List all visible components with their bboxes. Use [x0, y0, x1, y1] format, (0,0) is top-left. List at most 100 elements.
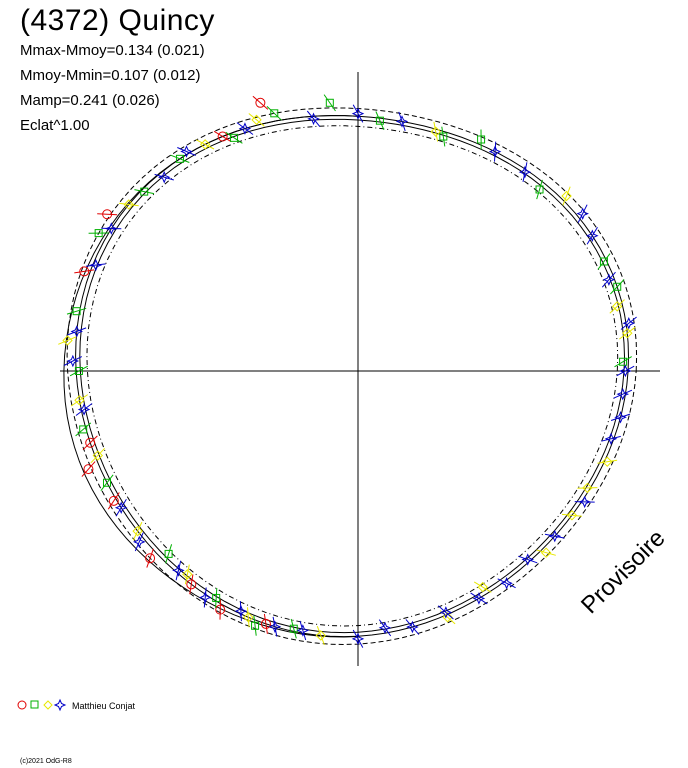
chart-title: (4372) Quincy — [20, 4, 215, 37]
star-point — [576, 204, 589, 223]
square-point — [535, 179, 544, 200]
diamond-point — [561, 510, 582, 521]
star-point — [268, 616, 282, 637]
circle-point — [186, 574, 197, 595]
star-point — [67, 325, 87, 338]
legend-symbols — [17, 698, 67, 712]
star-point — [620, 316, 637, 330]
legend-star-symbol — [53, 698, 67, 712]
star-point — [544, 529, 565, 543]
star-point — [351, 104, 365, 123]
star-point — [488, 141, 502, 162]
star-point — [470, 592, 488, 605]
star-point — [518, 162, 532, 182]
star-point — [613, 387, 633, 401]
star-point — [85, 258, 106, 272]
circle-point — [81, 461, 96, 477]
square-point — [323, 94, 336, 112]
diamond-point — [430, 121, 441, 142]
square-point — [439, 126, 448, 147]
circle-point — [213, 130, 232, 143]
diamond-point — [315, 626, 327, 646]
diamond-point — [58, 335, 77, 346]
square-point — [88, 229, 109, 238]
circle-point — [74, 266, 95, 277]
circle-point — [82, 435, 98, 451]
legend-diamond-symbol — [43, 700, 53, 710]
star-point — [610, 411, 631, 424]
star-point — [601, 271, 616, 288]
square-point — [251, 615, 260, 636]
square-point — [614, 356, 632, 368]
stat-mmax-mmoy: Mmax-Mmoy=0.134 (0.021) — [20, 42, 205, 59]
data-marks — [58, 94, 637, 648]
star-point — [154, 170, 174, 184]
star-point — [133, 532, 146, 552]
circle-point — [145, 548, 156, 568]
stat-mmoy-mmin: Mmoy-Mmin=0.107 (0.012) — [20, 67, 201, 84]
star-point — [234, 601, 248, 622]
star-point — [296, 620, 310, 641]
mean-curve — [75, 115, 630, 638]
diamond-point — [243, 607, 254, 628]
square-point — [134, 187, 155, 196]
diamond-point — [182, 564, 193, 585]
square-point — [69, 365, 88, 377]
diamond-point — [597, 456, 618, 467]
circle-point — [97, 209, 118, 220]
model-curves — [63, 107, 638, 646]
star-point — [198, 587, 212, 608]
stat-eclat: Eclat^1.00 — [20, 117, 90, 134]
star-point — [177, 145, 196, 158]
outer-curve — [63, 114, 359, 638]
lower-sigma-curve — [86, 125, 619, 627]
star-point — [574, 495, 595, 509]
stat-mamp: Mamp=0.241 (0.026) — [20, 92, 160, 109]
square-point — [225, 131, 243, 144]
star-point — [616, 364, 635, 378]
star-point — [405, 619, 420, 635]
diamond-point — [90, 447, 106, 464]
diamond-point — [473, 581, 492, 593]
upper-sigma-curve — [66, 107, 638, 646]
legend-observer: Matthieu Conjat — [72, 701, 136, 711]
star-point — [75, 403, 93, 416]
square-point — [289, 618, 298, 639]
square-point — [66, 307, 87, 316]
square-point — [164, 544, 173, 564]
diamond-point — [609, 299, 625, 314]
circle-point — [107, 492, 120, 510]
legend-square-symbol — [30, 700, 39, 709]
square-point — [212, 587, 221, 608]
star-point — [601, 432, 621, 446]
diamond-point — [619, 326, 636, 340]
diamond-point — [70, 394, 88, 407]
circle-point — [215, 599, 226, 620]
inner-curve — [79, 118, 626, 634]
star-point — [518, 553, 538, 566]
star-point — [306, 110, 321, 127]
star-point — [172, 560, 185, 581]
star-point — [351, 629, 365, 648]
diamond-point — [248, 113, 265, 127]
diamond-point — [118, 199, 139, 210]
square-point — [266, 106, 282, 121]
star-point — [101, 222, 122, 235]
star-point — [236, 122, 254, 135]
diamond-point — [196, 139, 215, 150]
diamond-point — [132, 521, 143, 541]
circle-point — [252, 95, 269, 110]
star-point — [437, 605, 454, 620]
diamond-point — [536, 547, 556, 558]
diamond-point — [561, 186, 572, 206]
diamond-point — [577, 482, 598, 494]
square-point — [100, 474, 114, 492]
square-point — [375, 111, 385, 131]
star-point — [378, 619, 392, 637]
square-point — [610, 279, 625, 295]
star-point — [586, 226, 599, 245]
star-point — [114, 498, 128, 517]
star-point — [395, 111, 409, 132]
copyright-label: (c)2021 OdG-R8 — [20, 758, 72, 765]
